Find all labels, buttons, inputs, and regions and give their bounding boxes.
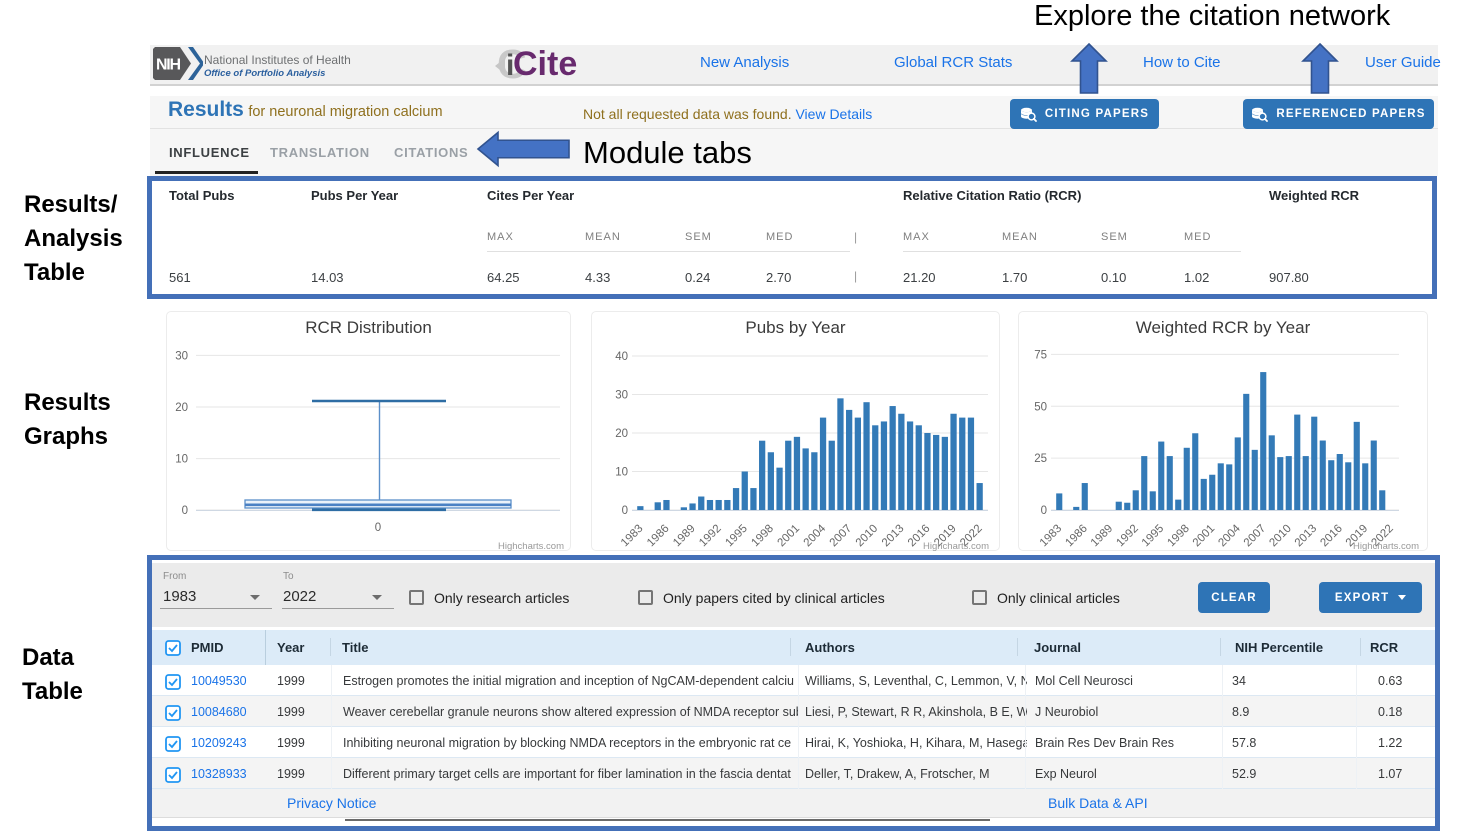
svg-text:NIH: NIH [156,57,181,74]
